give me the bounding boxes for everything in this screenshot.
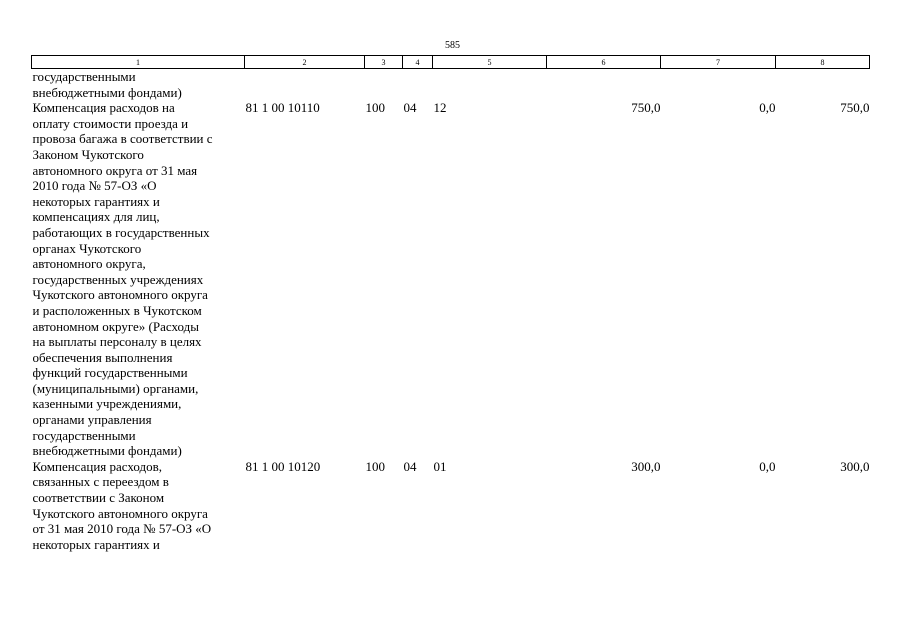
row-subsection: 01 — [433, 458, 447, 474]
name-line: автономного округа, — [32, 256, 146, 272]
row-name: государственными внебюджетными фондами) — [32, 69, 245, 101]
row-name-lines: Компенсация расходов, связанных с переезд… — [33, 459, 245, 553]
row-amount-2: 0,0 — [759, 458, 776, 474]
row-expense-type — [365, 69, 403, 101]
row-target-code: 81 1 00 10120 — [245, 458, 321, 474]
name-line: некоторых гарантиях и — [32, 193, 160, 209]
row-amount-1 — [547, 69, 661, 101]
name-line: функций государственными — [32, 365, 188, 381]
row-section: 04 — [403, 458, 417, 474]
name-line: соответствии с Законом — [32, 490, 165, 506]
row-target-code — [245, 69, 365, 101]
name-line: и расположенных в Чукотском — [32, 302, 202, 318]
row-target-code: 81 1 00 10110 — [245, 100, 320, 116]
row-section — [403, 69, 433, 101]
row-section: 04 — [403, 100, 417, 116]
name-line: государственными — [32, 427, 136, 443]
row-name-lines: Компенсация расходов на оплату стоимости … — [33, 100, 245, 459]
budget-table: 1 2 3 4 5 6 7 8 государственными внебюдже… — [31, 55, 870, 552]
name-line: провоза багажа в соответствии с — [32, 131, 213, 147]
name-line: внебюджетными фондами) — [32, 84, 182, 100]
name-line: казенными учреждениями, — [32, 396, 182, 412]
name-line: Чукотского автономного округа — [32, 287, 208, 303]
name-line: некоторых гарантиях и — [32, 536, 160, 552]
name-line: от 31 мая 2010 года № 57-ОЗ «О — [32, 521, 212, 537]
name-line: компенсациях для лиц, — [32, 209, 160, 225]
name-line: Компенсация расходов на — [32, 100, 175, 116]
row-amount-2 — [661, 69, 776, 101]
row-expense-type: 100 — [365, 100, 386, 116]
name-line: Компенсация расходов, — [32, 458, 163, 474]
row-expense-type: 100 — [365, 458, 386, 474]
row-name: Компенсация расходов, связанных с переезд… — [32, 459, 245, 553]
name-line: работающих в государственных — [32, 224, 210, 240]
table-row: государственными внебюджетными фондами) — [32, 69, 870, 101]
page-number: 585 — [445, 40, 460, 51]
row-subsection: 12 — [433, 100, 447, 116]
name-line: Чукотского автономного округа — [32, 505, 208, 521]
row-name-lines: государственными внебюджетными фондами) — [33, 69, 245, 100]
column-number-row: 1 2 3 4 5 6 7 8 — [31, 55, 870, 69]
column-header-6: 6 — [546, 55, 661, 69]
name-line: обеспечения выполнения — [32, 349, 173, 365]
name-line: (муниципальными) органами, — [32, 380, 199, 396]
row-amount-1: 300,0 — [631, 458, 661, 474]
row-name: Компенсация расходов на оплату стоимости … — [32, 100, 245, 459]
row-amount-3: 300,0 — [840, 458, 870, 474]
name-line: органах Чукотского — [32, 240, 142, 256]
column-header-1: 1 — [31, 55, 245, 69]
name-line: Законом Чукотского — [32, 146, 144, 162]
row-amount-2: 0,0 — [759, 100, 776, 116]
name-line: государственными — [32, 69, 136, 84]
table-body: государственными внебюджетными фондами) К… — [32, 69, 870, 553]
row-amount-3: 750,0 — [840, 100, 870, 116]
column-header-4: 4 — [402, 55, 433, 69]
column-header-7: 7 — [660, 55, 776, 69]
name-line: автономном округе» (Расходы — [32, 318, 199, 334]
name-line: государственных учреждениях — [32, 271, 204, 287]
name-line: внебюджетными фондами) — [32, 443, 182, 459]
table-row: Компенсация расходов, связанных с переезд… — [32, 459, 870, 553]
column-header-2: 2 — [244, 55, 365, 69]
name-line: оплату стоимости проезда и — [32, 115, 189, 131]
row-amount-1: 750,0 — [631, 100, 661, 116]
column-header-5: 5 — [432, 55, 547, 69]
row-amount-3 — [776, 69, 870, 101]
row-subsection — [433, 69, 547, 101]
name-line: на выплаты персоналу в целях — [32, 334, 202, 350]
table-row: Компенсация расходов на оплату стоимости … — [32, 100, 870, 459]
column-header-8: 8 — [775, 55, 870, 69]
name-line: связанных с переездом в — [32, 474, 169, 490]
column-header-3: 3 — [364, 55, 403, 69]
name-line: органами управления — [32, 412, 152, 428]
name-line: 2010 года № 57-ОЗ «О — [32, 178, 157, 194]
name-line: автономного округа от 31 мая — [32, 162, 198, 178]
